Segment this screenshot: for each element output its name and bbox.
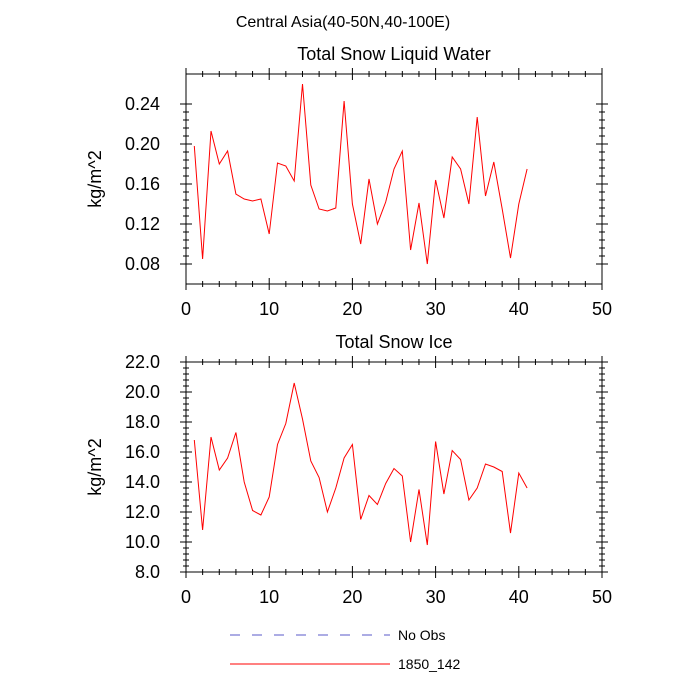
y-tick-label: 0.16 [125, 174, 160, 194]
y-tick-label: 20.0 [125, 382, 160, 402]
x-tick-label: 50 [592, 587, 612, 607]
x-tick-label: 0 [181, 299, 191, 319]
y-tick-label: 10.0 [125, 532, 160, 552]
x-tick-label: 40 [509, 587, 529, 607]
y-tick-label: 0.20 [125, 134, 160, 154]
y-tick-label: 0.08 [125, 254, 160, 274]
y-tick-label: 0.12 [125, 214, 160, 234]
plot-frame [185, 73, 603, 285]
legend-label: No Obs [398, 627, 445, 643]
x-tick-label: 20 [342, 299, 362, 319]
legend-entry: 1850_142 [230, 656, 461, 672]
series-line [193, 382, 528, 546]
y-axis-label: kg/m^2 [85, 438, 105, 495]
x-tick-label: 20 [342, 587, 362, 607]
x-tick-label: 10 [259, 299, 279, 319]
y-tick-label: 16.0 [125, 442, 160, 462]
panel-title: Total Snow Liquid Water [297, 44, 490, 64]
x-tick-label: 30 [426, 587, 446, 607]
y-tick-label: 18.0 [125, 412, 160, 432]
panel-2: Total Snow Ice kg/m^2 0 10 20 30 40 50 8.0 10.0 12… [85, 332, 612, 607]
legend-label: 1850_142 [398, 656, 461, 672]
y-tick-label: 12.0 [125, 502, 160, 522]
y-tick-label: 8.0 [135, 562, 160, 582]
figure-suptitle: Central Asia(40-50N,40-100E) [236, 14, 450, 31]
legend-entry: No Obs [230, 627, 445, 643]
series-line [193, 83, 528, 265]
y-tick-label: 22.0 [125, 352, 160, 372]
x-tick-label: 40 [509, 299, 529, 319]
y-tick-label: 0.24 [125, 94, 160, 114]
chart-legend: No Obs 1850_142 [230, 627, 461, 672]
plot-frame [185, 361, 603, 573]
chart-panels: Total Snow Liquid Water kg/m^2 0 10 20 30 40 50… [85, 44, 612, 607]
x-tick-label: 10 [259, 587, 279, 607]
panel-1: Total Snow Liquid Water kg/m^2 0 10 20 30 40 50… [85, 44, 612, 319]
y-tick-label: 14.0 [125, 472, 160, 492]
y-axis-label: kg/m^2 [85, 150, 105, 207]
panel-title: Total Snow Ice [335, 332, 452, 352]
x-tick-label: 0 [181, 587, 191, 607]
x-tick-label: 50 [592, 299, 612, 319]
x-tick-label: 30 [426, 299, 446, 319]
